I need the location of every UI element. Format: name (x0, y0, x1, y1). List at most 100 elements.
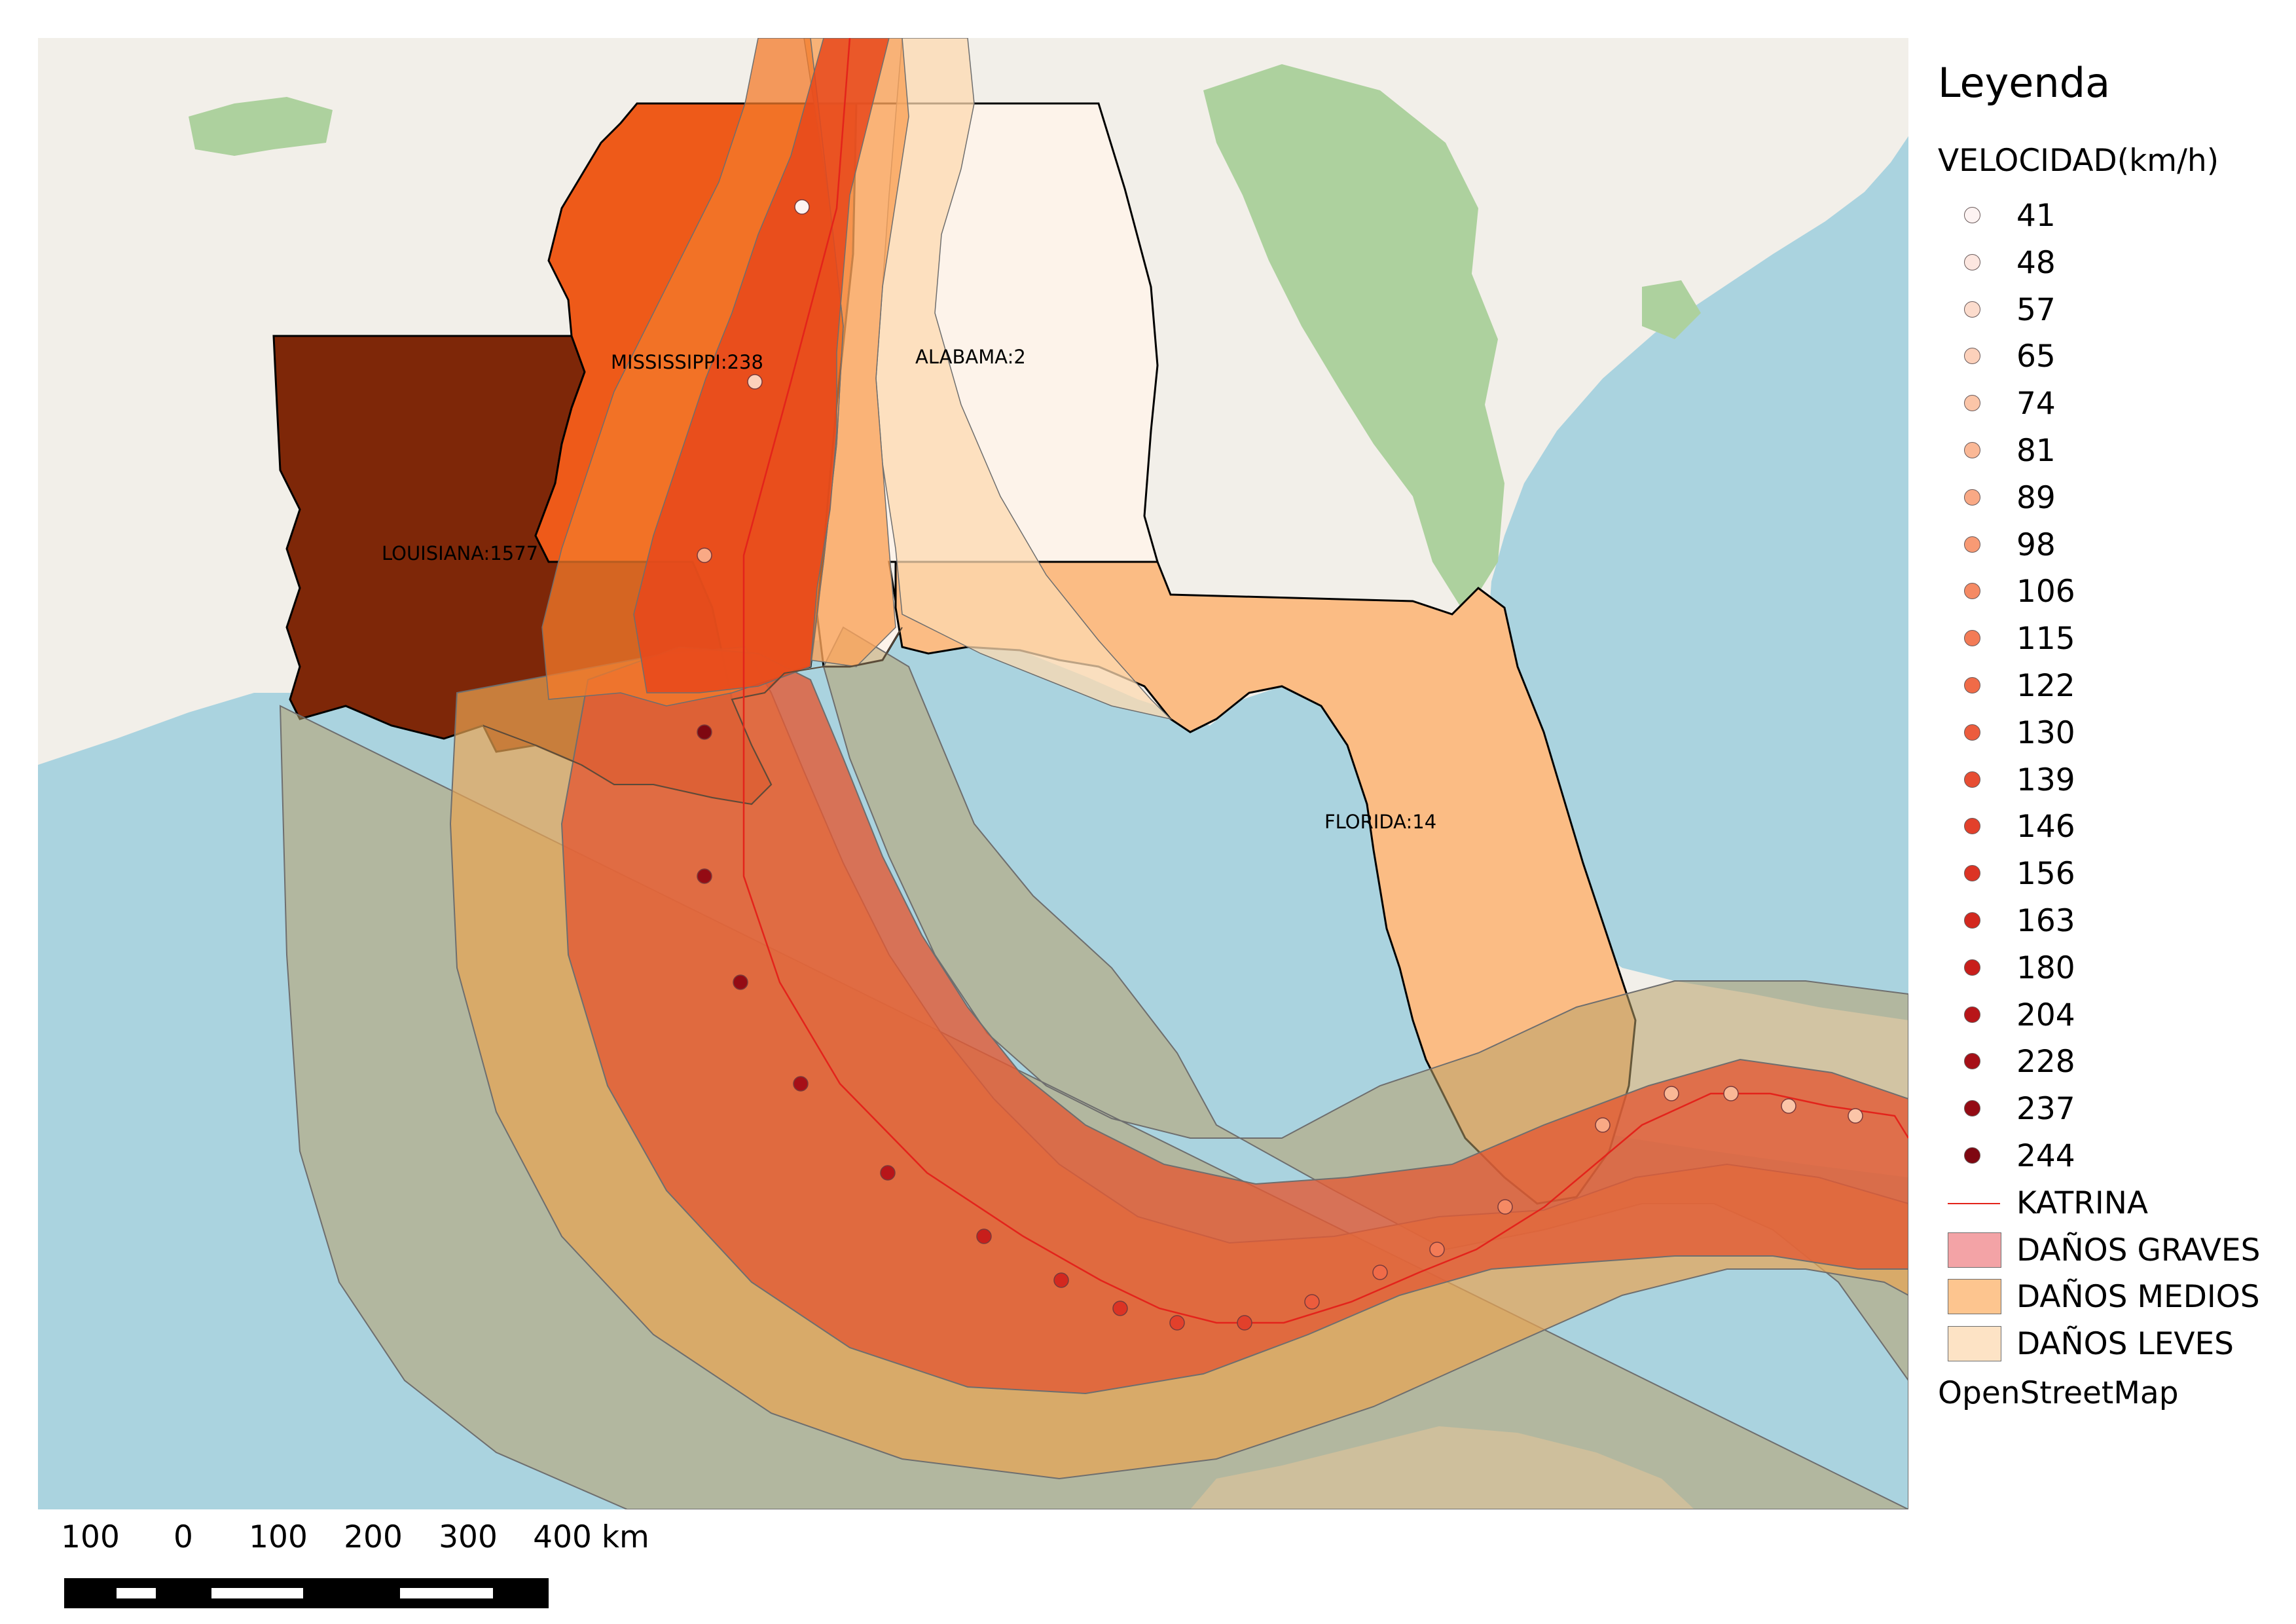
track-point (1848, 1108, 1863, 1124)
legend-speed-item: 74 (1938, 384, 2278, 424)
legend-speed-label: 228 (2016, 1044, 2075, 1080)
track-line-icon (1948, 1202, 2000, 1204)
track-point (1781, 1098, 1796, 1114)
speed-dot-icon (1964, 724, 1980, 741)
katrina-track-line (742, 38, 1908, 1324)
track-point (793, 1076, 809, 1092)
track-points-group (697, 199, 1863, 1331)
legend-speed-label: 146 (2016, 809, 2075, 845)
track-point (697, 547, 712, 563)
legend-speed-item: 156 (1938, 855, 2278, 894)
track-point (1112, 1301, 1128, 1316)
legend-speed-label: 156 (2016, 856, 2075, 893)
legend-speed-item: 244 (1938, 1137, 2278, 1176)
legend-speed-item: 139 (1938, 761, 2278, 800)
legend-speed-label: 98 (2016, 526, 2056, 563)
speed-dot-icon (1964, 489, 1980, 506)
speed-dot-icon (1964, 865, 1980, 882)
map-legend: Leyenda VELOCIDAD(km/h) 41 48 57 65 74 81 89 98… (1928, 59, 2282, 1447)
track-point (697, 724, 712, 740)
state-label-alabama: ALABAMA:2 (915, 346, 1026, 368)
legend-damage-item: DAÑOS MEDIOS (1938, 1278, 2278, 1317)
track-point (697, 868, 712, 884)
speed-dot-icon (1964, 818, 1980, 835)
legend-speed-label: 81 (2016, 433, 2056, 469)
track-point (976, 1228, 992, 1244)
legend-speed-label: 237 (2016, 1091, 2075, 1128)
legend-speed-item: 115 (1938, 619, 2278, 659)
coastline (483, 627, 903, 805)
legend-speed-item: 81 (1938, 432, 2278, 471)
legend-speed-item: 57 (1938, 291, 2278, 330)
track-point (1237, 1315, 1252, 1331)
track-point (1053, 1272, 1069, 1288)
damage-band-severe (560, 646, 1908, 1395)
track-point (1372, 1264, 1388, 1280)
legend-speed-label: 139 (2016, 762, 2075, 798)
scale-label: 400 km (533, 1519, 649, 1555)
track-point (1429, 1242, 1445, 1257)
legend-speed-item: 48 (1938, 244, 2278, 283)
scale-label: 100 (61, 1519, 120, 1555)
scale-label: 200 (344, 1519, 403, 1555)
speed-dot-icon (1964, 912, 1980, 929)
legend-speed-label: 130 (2016, 714, 2075, 751)
legend-speed-label: 41 (2016, 198, 2056, 234)
speed-dot-icon (1964, 1100, 1980, 1117)
legend-track-item: KATRINA (1938, 1184, 2278, 1223)
legend-speed-item: 106 (1938, 572, 2278, 612)
legend-speed-item: 41 (1938, 196, 2278, 236)
legend-speed-label: 180 (2016, 950, 2075, 986)
legend-subtitle: VELOCIDAD(km/h) (1938, 143, 2219, 179)
scale-bar-graphic (64, 1578, 549, 1608)
scale-bar: 100 0 100 200 300 400 km (61, 1519, 649, 1611)
legend-speed-label: 204 (2016, 997, 2075, 1033)
legend-title: Leyenda (1938, 59, 2111, 107)
legend-speed-item: 180 (1938, 949, 2278, 988)
track-point (1595, 1117, 1611, 1133)
track-point (1497, 1199, 1513, 1215)
speed-dot-icon (1964, 583, 1980, 600)
speed-dot-icon (1964, 207, 1980, 223)
legend-speed-item: 65 (1938, 337, 2278, 377)
map-svg[interactable]: MISSISSIPPI:238 ALABAMA:2 LOUISIANA:1577… (38, 38, 1908, 1509)
legend-speed-label: 48 (2016, 244, 2056, 281)
legend-speed-item: 122 (1938, 667, 2278, 706)
legend-speed-label: 163 (2016, 903, 2075, 939)
corridor-red (633, 38, 890, 693)
forest-patch (1642, 280, 1701, 339)
map-canvas[interactable]: MISSISSIPPI:238 ALABAMA:2 LOUISIANA:1577… (38, 38, 1908, 1509)
track-point (1723, 1086, 1739, 1101)
legend-speed-item: 98 (1938, 526, 2278, 565)
speed-dot-icon (1964, 395, 1980, 412)
legend-track-label: KATRINA (2016, 1185, 2149, 1221)
legend-damage-item: DAÑOS LEVES (1938, 1325, 2278, 1364)
legend-speed-item: 89 (1938, 479, 2278, 518)
track-point (880, 1165, 896, 1181)
legend-damage-label: DAÑOS MEDIOS (2016, 1279, 2260, 1316)
legend-speed-label: 122 (2016, 668, 2075, 704)
legend-speed-label: 244 (2016, 1138, 2075, 1174)
speed-dot-icon (1964, 959, 1980, 976)
legend-speed-item: 130 (1938, 714, 2278, 753)
damage-swatch-icon (1948, 1326, 2001, 1362)
legend-basemap-label: OpenStreetMap (1938, 1375, 2179, 1411)
legend-damage-label: DAÑOS GRAVES (2016, 1232, 2261, 1268)
track-point (1169, 1315, 1185, 1331)
scale-label: 0 (173, 1519, 193, 1555)
forest-patch (189, 97, 333, 156)
speed-dot-icon (1964, 771, 1980, 788)
legend-speed-item: 163 (1938, 902, 2278, 941)
state-label-louisiana: LOUISIANA:1577 (382, 542, 538, 564)
legend-speed-item: 237 (1938, 1090, 2278, 1129)
legend-speed-label: 115 (2016, 621, 2075, 657)
track-point (747, 374, 763, 390)
speed-dot-icon (1964, 1006, 1980, 1023)
speed-dot-icon (1964, 442, 1980, 458)
legend-damage-label: DAÑOS LEVES (2016, 1326, 2234, 1363)
legend-damage-item: DAÑOS GRAVES (1938, 1231, 2278, 1270)
damage-swatch-icon (1948, 1279, 2001, 1315)
track-point (1304, 1294, 1320, 1310)
speed-dot-icon (1964, 630, 1980, 647)
speed-dot-icon (1964, 348, 1980, 365)
